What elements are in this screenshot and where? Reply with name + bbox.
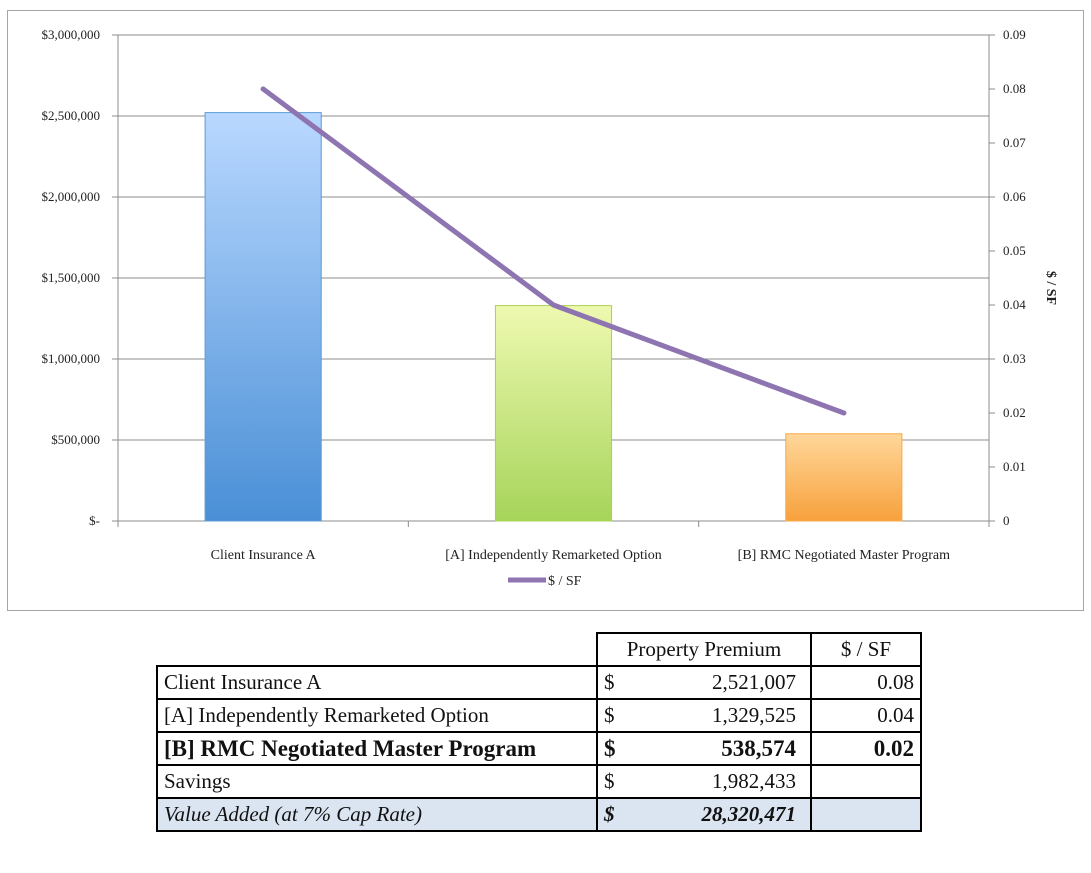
row-label: Savings [156, 764, 598, 799]
per-sf-point [841, 410, 847, 416]
header-property-premium: Property Premium [596, 632, 812, 667]
right-tick-label: 0.03 [1003, 351, 1026, 366]
table-row: Client Insurance A $2,521,007 0.08 [156, 665, 922, 700]
right-tick-label: 0.07 [1003, 135, 1026, 150]
header-per-sf: $ / SF [810, 632, 922, 667]
per-sf-point [260, 86, 266, 92]
category-label: [B] RMC Negotiated Master Program [738, 548, 950, 563]
currency-symbol: $ [604, 735, 616, 761]
premium-cell: $1,329,525 [596, 698, 812, 733]
currency-symbol: $ [604, 769, 615, 793]
right-tick-label: 0.08 [1003, 81, 1026, 96]
right-tick-label: 0.04 [1003, 297, 1026, 312]
combo-chart: $- $500,000 $1,000,000 $1,500,000 $2,000,000… [42, 27, 1059, 589]
per-sf-value [810, 764, 922, 799]
table-row: Value Added (at 7% Cap Rate) $28,320,471 [156, 797, 922, 832]
chart-panel: $- $500,000 $1,000,000 $1,500,000 $2,000,000… [7, 10, 1084, 611]
premium-amount: 28,320,471 [701, 802, 797, 826]
right-tick-label: 0.05 [1003, 243, 1026, 258]
table-corner [157, 633, 598, 667]
right-tick-label: 0.01 [1003, 459, 1026, 474]
table-row: [B] RMC Negotiated Master Program $538,5… [156, 731, 922, 766]
row-label: [B] RMC Negotiated Master Program [156, 731, 598, 766]
currency-symbol: $ [604, 670, 615, 694]
legend-label: $ / SF [548, 574, 582, 589]
premium-table: Property Premium $ / SF Client Insurance… [156, 632, 922, 832]
table-row: Savings $1,982,433 [156, 764, 922, 799]
bar [494, 305, 613, 522]
bar [204, 112, 322, 522]
per-sf-value: 0.02 [810, 731, 922, 766]
category-label: Client Insurance A [211, 548, 317, 563]
left-tick-label: $1,500,000 [42, 270, 101, 285]
table-header-row: Property Premium $ / SF [157, 632, 922, 667]
left-tick-label: $3,000,000 [42, 27, 101, 42]
row-label: Client Insurance A [156, 665, 598, 700]
left-tick-label: $500,000 [51, 432, 100, 447]
row-label: [A] Independently Remarketed Option [156, 698, 598, 733]
category-label: [A] Independently Remarketed Option [445, 548, 662, 563]
right-tick-label: 0 [1003, 513, 1010, 528]
per-sf-value: 0.04 [810, 698, 922, 733]
per-sf-value: 0.08 [810, 665, 922, 700]
right-axis-title: $ / SF [1043, 271, 1058, 305]
premium-amount: 2,521,007 [712, 670, 796, 694]
premium-amount: 538,574 [721, 735, 796, 761]
table-row: [A] Independently Remarketed Option $1,3… [156, 698, 922, 733]
left-tick-label: $2,500,000 [42, 108, 101, 123]
bar [785, 433, 903, 522]
per-sf-value [810, 797, 922, 832]
per-sf-point [551, 302, 556, 308]
left-tick-label: $2,000,000 [42, 189, 101, 204]
currency-symbol: $ [604, 703, 615, 727]
premium-cell: $28,320,471 [596, 797, 812, 832]
premium-cell: $2,521,007 [596, 665, 812, 700]
currency-symbol: $ [604, 802, 615, 826]
right-tick-label: 0.09 [1003, 27, 1026, 42]
premium-cell: $538,574 [596, 731, 812, 766]
premium-cell: $1,982,433 [596, 764, 812, 799]
row-label: Value Added (at 7% Cap Rate) [156, 797, 598, 832]
right-tick-label: 0.06 [1003, 189, 1026, 204]
premium-amount: 1,329,525 [712, 703, 796, 727]
right-tick-label: 0.02 [1003, 405, 1026, 420]
left-tick-label: $1,000,000 [42, 351, 101, 366]
left-tick-label: $- [89, 513, 100, 528]
premium-amount: 1,982,433 [712, 769, 796, 793]
